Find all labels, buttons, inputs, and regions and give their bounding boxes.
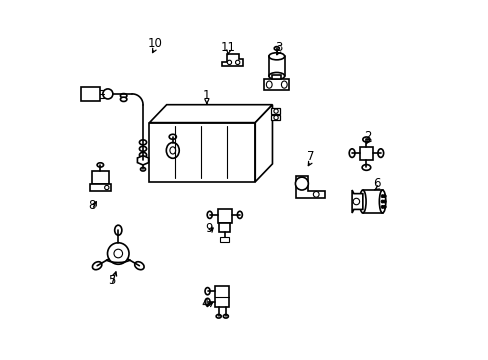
Text: 2: 2 <box>364 130 371 144</box>
Text: 7: 7 <box>306 150 314 163</box>
Text: 4: 4 <box>201 297 208 310</box>
Bar <box>215 286 228 307</box>
Ellipse shape <box>207 211 212 219</box>
Ellipse shape <box>274 46 279 50</box>
Ellipse shape <box>169 134 176 139</box>
Circle shape <box>104 185 109 190</box>
Circle shape <box>383 206 386 208</box>
Ellipse shape <box>120 94 126 98</box>
Ellipse shape <box>140 167 145 171</box>
Ellipse shape <box>204 298 210 306</box>
Circle shape <box>380 195 383 198</box>
Text: 3: 3 <box>274 41 282 54</box>
Polygon shape <box>296 176 325 198</box>
Bar <box>264 79 289 90</box>
Ellipse shape <box>379 190 385 213</box>
Bar <box>219 223 230 232</box>
Ellipse shape <box>237 211 242 219</box>
Circle shape <box>352 198 359 205</box>
Polygon shape <box>351 190 362 213</box>
Polygon shape <box>270 115 280 121</box>
Circle shape <box>313 192 319 197</box>
Circle shape <box>298 181 304 186</box>
Circle shape <box>380 200 383 203</box>
Text: 1: 1 <box>203 89 210 102</box>
Ellipse shape <box>97 163 103 167</box>
Ellipse shape <box>362 137 369 142</box>
Circle shape <box>235 60 239 64</box>
Circle shape <box>380 206 383 208</box>
Polygon shape <box>137 156 148 165</box>
Ellipse shape <box>359 190 366 213</box>
Polygon shape <box>270 108 280 114</box>
Ellipse shape <box>348 149 354 157</box>
Text: 5: 5 <box>108 274 115 287</box>
Ellipse shape <box>362 165 370 170</box>
Ellipse shape <box>169 147 175 154</box>
Circle shape <box>114 249 122 258</box>
Bar <box>81 87 100 101</box>
Bar <box>217 210 231 223</box>
Ellipse shape <box>120 97 126 102</box>
Ellipse shape <box>216 315 221 318</box>
Ellipse shape <box>166 143 179 158</box>
Bar <box>92 171 109 184</box>
Circle shape <box>273 109 278 113</box>
Bar <box>359 147 372 159</box>
Ellipse shape <box>139 146 146 151</box>
Ellipse shape <box>204 288 210 295</box>
Ellipse shape <box>92 262 102 270</box>
Circle shape <box>383 195 386 198</box>
Ellipse shape <box>223 315 228 318</box>
Polygon shape <box>255 105 272 182</box>
Text: 8: 8 <box>88 199 96 212</box>
Text: 11: 11 <box>221 41 235 54</box>
Ellipse shape <box>377 149 383 157</box>
Circle shape <box>107 243 129 264</box>
Circle shape <box>295 177 308 190</box>
Circle shape <box>383 200 386 203</box>
Circle shape <box>227 60 231 64</box>
Text: 9: 9 <box>204 222 212 235</box>
Polygon shape <box>222 54 243 66</box>
Ellipse shape <box>266 81 271 88</box>
Bar <box>220 237 228 242</box>
Circle shape <box>102 89 113 99</box>
Bar <box>89 184 111 191</box>
Ellipse shape <box>134 262 144 270</box>
Bar <box>149 123 255 182</box>
Ellipse shape <box>139 152 146 157</box>
Ellipse shape <box>281 81 286 88</box>
Polygon shape <box>149 105 272 123</box>
Ellipse shape <box>139 140 146 145</box>
Ellipse shape <box>268 72 284 80</box>
Text: 10: 10 <box>147 37 162 50</box>
Text: 6: 6 <box>373 177 380 190</box>
Ellipse shape <box>268 53 284 60</box>
Ellipse shape <box>115 225 122 235</box>
Bar <box>272 75 281 79</box>
Circle shape <box>273 116 278 120</box>
